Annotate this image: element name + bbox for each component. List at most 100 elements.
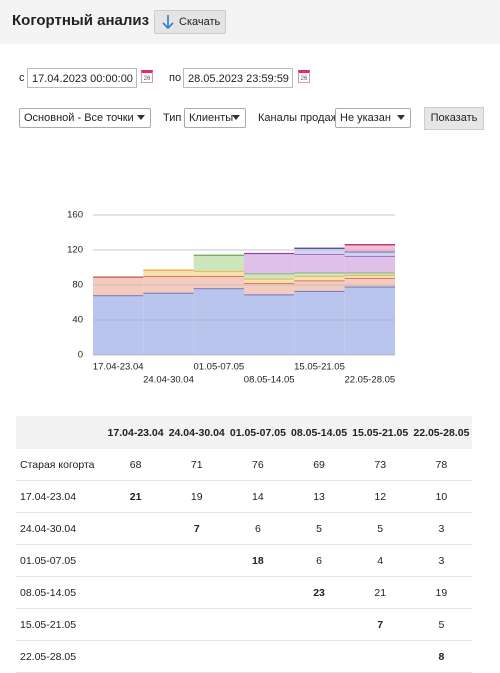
area-segment [344,244,395,252]
value-cell [105,640,167,673]
corner-cell [16,416,105,449]
value-cell [105,608,167,641]
value-cell: 8 [410,640,472,673]
value-cell: 18 [227,544,289,577]
download-icon [162,15,174,30]
row-label: 22.05-28.05 [16,640,105,673]
value-cell [105,512,167,545]
table-row: 15.05-21.05 7 5 [16,608,472,641]
area-segment [143,292,194,355]
value-cell: 68 [105,449,167,481]
value-cell: 3 [410,512,472,545]
area-segment [193,288,244,355]
calendar-icon[interactable]: 26 [141,70,153,83]
value-cell: 3 [410,544,472,577]
area-segment [294,272,345,277]
row-label: 01.05-07.05 [16,544,105,577]
value-cell: 5 [410,608,472,641]
from-label: с [19,72,25,84]
value-cell: 23 [288,576,350,609]
value-cell: 78 [410,449,472,481]
area-segment [344,278,395,287]
area-segment [244,294,295,355]
value-cell: 19 [410,576,472,609]
show-button[interactable]: Показать [424,107,484,130]
area-segment [294,276,345,281]
value-cell: 73 [349,449,411,481]
column-header: 22.05-28.05 [410,416,472,449]
channels-select[interactable]: Не указан [335,108,411,128]
y-tick-label: 80 [72,280,83,291]
download-button[interactable]: Скачать [154,10,226,34]
value-cell: 5 [288,512,350,545]
row-label: 17.04-23.04 [16,480,105,513]
point-select[interactable]: Основной - Все точки [19,108,151,128]
value-cell [166,544,228,577]
value-cell: 14 [227,480,289,513]
value-cell [166,608,228,641]
y-tick-label: 40 [72,315,83,326]
x-tick-label: 24.04-30.04 [143,375,194,386]
x-tick-label: 17.04-23.04 [93,362,144,373]
value-cell: 71 [166,449,228,481]
type-select[interactable]: Клиенты [184,108,246,128]
channels-label: Каналы продаж [258,112,338,124]
area-segment [344,251,395,257]
row-label: Старая когорта [16,449,105,481]
column-header: 15.05-21.05 [349,416,411,449]
x-tick-label: 15.05-21.05 [294,362,345,373]
y-tick-label: 120 [67,245,83,256]
row-label: 08.05-14.05 [16,576,105,609]
header [0,0,500,44]
area-segment [143,270,194,277]
area-segment [344,272,395,276]
value-cell: 19 [166,480,228,513]
value-cell [166,640,228,673]
area-segment [193,276,244,289]
value-cell [105,544,167,577]
value-cell [349,640,411,673]
area-segment [244,253,295,274]
area-segment [294,248,345,255]
column-header: 01.05-07.05 [227,416,289,449]
area-segment [294,280,345,292]
calendar-icon[interactable]: 26 [298,70,310,83]
value-cell: 12 [349,480,411,513]
area-segment [93,277,144,296]
value-cell: 13 [288,480,350,513]
area-segment [244,278,295,284]
value-cell [227,576,289,609]
value-cell: 21 [349,576,411,609]
to-input[interactable]: 28.05.2023 23:59:59 [183,68,293,88]
column-header: 17.04-23.04 [105,416,167,449]
value-cell [166,576,228,609]
value-cell [227,608,289,641]
value-cell: 6 [227,512,289,545]
x-tick-label: 08.05-14.05 [244,375,295,386]
value-cell: 21 [105,480,167,513]
page-title: Когортный анализ [12,12,150,29]
y-tick-label: 0 [78,350,83,361]
value-cell: 76 [227,449,289,481]
value-cell: 6 [288,544,350,577]
table-row: 22.05-28.05 8 [16,640,472,673]
area-segment [244,283,295,295]
area-segment [294,254,345,273]
value-cell [288,640,350,673]
table-row: 17.04-23.04 21 19 14 13 12 10 [16,480,472,513]
chart: 0 40 80 120 160 17.04-23.04 24.04-30.04 01.05-0… [67,210,395,386]
download-label: Скачать [179,16,221,28]
area-segment [193,255,244,271]
table-row: 24.04-30.04 7 6 5 5 3 [16,512,472,545]
cohort-table: 17.04-23.04 24.04-30.04 01.05-07.05 08.05-1… [16,416,472,673]
type-label: Тип [163,112,182,124]
y-tick-label: 160 [67,210,83,221]
table-row: Старая когорта 68 71 76 69 73 78 [16,449,472,481]
x-tick-label: 01.05-07.05 [193,362,244,373]
value-cell [105,576,167,609]
area-segment [93,295,144,355]
value-cell [227,640,289,673]
value-cell: 7 [349,608,411,641]
from-input[interactable]: 17.04.2023 00:00:00 [27,68,137,88]
